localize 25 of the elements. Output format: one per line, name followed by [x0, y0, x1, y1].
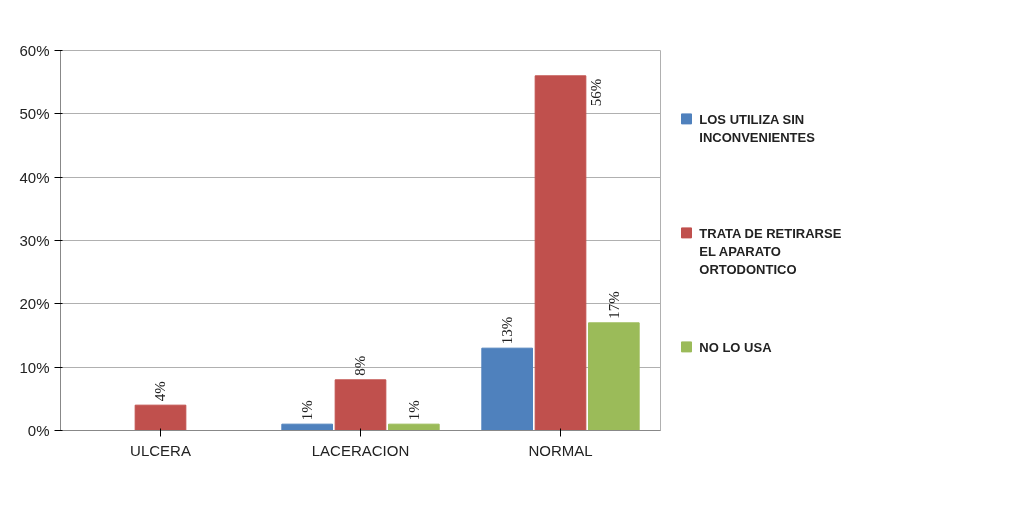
data-label: 13% [499, 316, 516, 345]
data-label: 1% [299, 400, 316, 421]
bar [134, 404, 187, 431]
x-tick-label: ULCERA [130, 441, 191, 459]
data-label: 56% [588, 78, 605, 107]
y-tick-label: 0% [27, 422, 50, 439]
data-label: 1% [405, 400, 422, 421]
bar [534, 75, 587, 431]
data-label: 8% [352, 355, 369, 376]
x-tick-label: NORMAL [528, 441, 593, 459]
y-tick-label: 30% [19, 232, 50, 249]
legend-label: TRATA DE RETIRARSE EL APARATO ORTODONTICO [699, 225, 842, 277]
legend-label: LOS UTILIZA SIN INCONVENIENTES [699, 111, 816, 145]
y-tick-label: 40% [19, 168, 50, 186]
bar [481, 347, 533, 431]
data-label: 4% [152, 381, 169, 402]
data-label: 17% [605, 291, 622, 319]
bar [588, 322, 640, 431]
y-tick-label: 50% [19, 105, 50, 123]
bar [334, 379, 387, 431]
legend-label: NO LO USA [699, 339, 773, 355]
y-tick-label: 10% [19, 358, 50, 376]
y-tick-label: 20% [19, 295, 50, 313]
y-tick-label: 60% [19, 42, 50, 59]
x-tick-label: LACERACION [311, 441, 410, 459]
